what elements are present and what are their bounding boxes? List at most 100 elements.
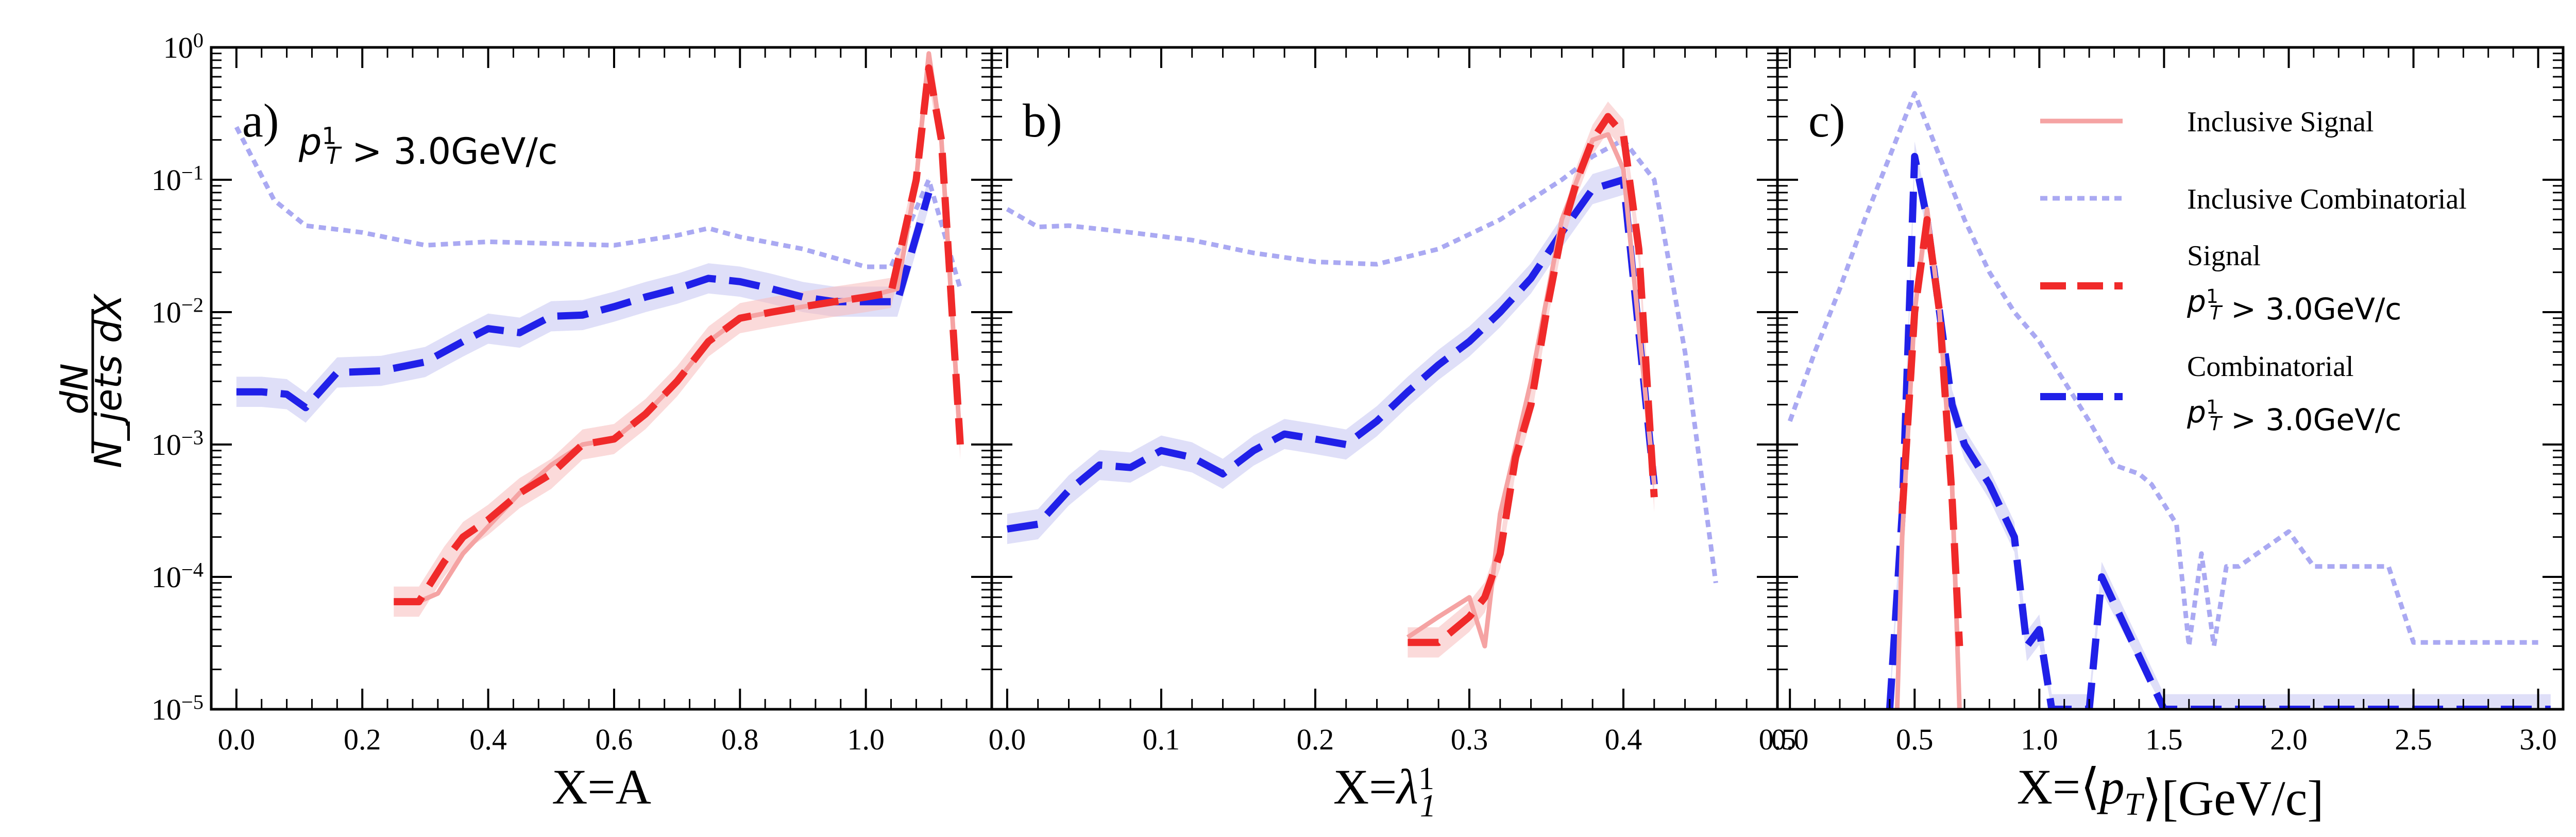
point-inclusive-combinatorial [1963, 218, 1965, 220]
point-signal [393, 601, 395, 603]
point-signal [1607, 115, 1609, 117]
point-inclusive-signal [1607, 133, 1609, 135]
x-tick-label: 0.0 [989, 723, 1026, 756]
point-inclusive-combinatorial [1561, 179, 1563, 181]
x-tick-label: 0.0 [218, 723, 256, 756]
point-inclusive-combinatorial [273, 199, 275, 201]
y-tick-label: 10−4 [151, 558, 204, 594]
point-inclusive-signal [1484, 645, 1486, 647]
point-signal [928, 67, 930, 69]
point-inclusive-combinatorial [1591, 156, 1594, 158]
y-label-denominator: N_jets dX [87, 293, 130, 468]
x-tick-label: 0.2 [344, 723, 381, 756]
legend-entry-inclusive-signal: Inclusive Signal [2040, 106, 2374, 138]
point-combinatorial [645, 296, 647, 298]
legend-sublabel: p1 T > 3.0GeV/c [2187, 284, 2401, 327]
x-tick-label: 1.0 [847, 723, 885, 756]
point-inclusive-combinatorial [613, 244, 615, 246]
point-inclusive-combinatorial [1989, 271, 1991, 274]
line-inclusive-combinatorial [234, 126, 963, 289]
band-signal [394, 53, 960, 617]
point-signal [1468, 616, 1470, 618]
point-signal [1653, 496, 1655, 498]
point-combinatorial [802, 296, 804, 298]
point-combinatorial [770, 288, 772, 290]
point-signal [1530, 404, 1532, 406]
point-inclusive-signal [1653, 483, 1655, 485]
x-tick-label: 0.4 [1605, 723, 1642, 756]
point-inclusive-signal [1406, 636, 1409, 638]
panel-2: 0.0 0.1 0.2 0.3 0.4 0.5 b) X=λ1 1 [989, 46, 1796, 824]
point-combinatorial [1951, 404, 1953, 406]
point-inclusive-signal [1901, 536, 1903, 538]
point-inclusive-combinatorial [550, 243, 552, 245]
point-combinatorial [1160, 450, 1162, 452]
point-inclusive-combinatorial [890, 266, 892, 268]
y-tick-label: 100 [163, 29, 204, 64]
x-tick-label: 2.5 [2395, 723, 2432, 756]
point-inclusive-combinatorial [304, 225, 307, 227]
panel-label: b) [1023, 94, 1062, 147]
point-inclusive-combinatorial [1839, 288, 1841, 290]
point-signal [462, 536, 464, 538]
point-signal [1437, 641, 1439, 643]
point-signal [739, 317, 741, 319]
point-signal [1926, 218, 1928, 220]
point-signal [487, 519, 489, 521]
point-combinatorial [1437, 364, 1439, 366]
legend-entry-inclusive-combinatorial: Inclusive Combinatorial [2040, 183, 2467, 215]
point-combinatorial [1530, 277, 1532, 279]
y-tick-label: 10−1 [151, 161, 204, 197]
y-tick-label: 10−2 [151, 294, 204, 329]
x-tick-label: 0.5 [1896, 723, 1934, 756]
point-combinatorial [1468, 340, 1470, 343]
legend-sublabel: p1 T > 3.0GeV/c [2187, 395, 2401, 437]
point-inclusive-combinatorial [1037, 226, 1039, 228]
point-inclusive-combinatorial [1129, 231, 1131, 233]
line-inclusive-combinatorial [1006, 138, 1718, 584]
line-combinatorial [1886, 152, 2551, 709]
point-inclusive-combinatorial [2413, 641, 2415, 643]
line-signal [1899, 216, 1963, 646]
point-inclusive-combinatorial [1499, 218, 1501, 220]
legend-label: Inclusive Combinatorial [2187, 183, 2467, 215]
point-signal [1561, 231, 1563, 233]
x-axis-label: X=A [552, 759, 651, 814]
point-combinatorial [1345, 443, 1347, 446]
x-tick-label: 1.5 [2145, 723, 2183, 756]
point-combinatorial [286, 393, 288, 395]
point-combinatorial [261, 391, 263, 393]
point-combinatorial [1006, 528, 1008, 530]
point-combinatorial [707, 277, 709, 279]
point-inclusive-signal [1926, 208, 1928, 210]
point-inclusive-signal [1437, 616, 1439, 618]
point-combinatorial [1283, 433, 1285, 435]
point-signal [940, 139, 942, 141]
panel-1: 0.0 0.2 0.4 0.6 0.8 1.0 a) p1 T > 3.0GeV/c X=A [210, 46, 993, 814]
point-combinatorial [1098, 464, 1100, 466]
point-inclusive-signal [1622, 168, 1624, 170]
line-combinatorial [236, 191, 933, 412]
point-signal [418, 601, 420, 603]
point-inclusive-combinatorial [802, 248, 804, 250]
point-signal [1406, 641, 1409, 643]
panel-label: c) [1808, 94, 1845, 147]
point-signal [645, 413, 647, 415]
point-combinatorial [1068, 489, 1070, 491]
point-combinatorial [1499, 311, 1501, 313]
point-inclusive-combinatorial [1653, 179, 1655, 181]
point-signal [890, 292, 892, 294]
point-signal [1958, 645, 1960, 647]
legend: Inclusive Signal Inclusive Combinatorial S… [2040, 106, 2467, 437]
point-inclusive-combinatorial [1789, 420, 1791, 422]
point-inclusive-combinatorial [2150, 483, 2153, 485]
point-inclusive-combinatorial [1913, 92, 1916, 94]
point-inclusive-combinatorial [235, 126, 238, 128]
point-combinatorial [462, 340, 464, 343]
x-tick-label: 0.6 [596, 723, 633, 756]
point-combinatorial [2100, 576, 2103, 578]
point-inclusive-combinatorial [2288, 531, 2290, 533]
point-inclusive-combinatorial [865, 266, 867, 268]
point-inclusive-combinatorial [1684, 351, 1686, 353]
